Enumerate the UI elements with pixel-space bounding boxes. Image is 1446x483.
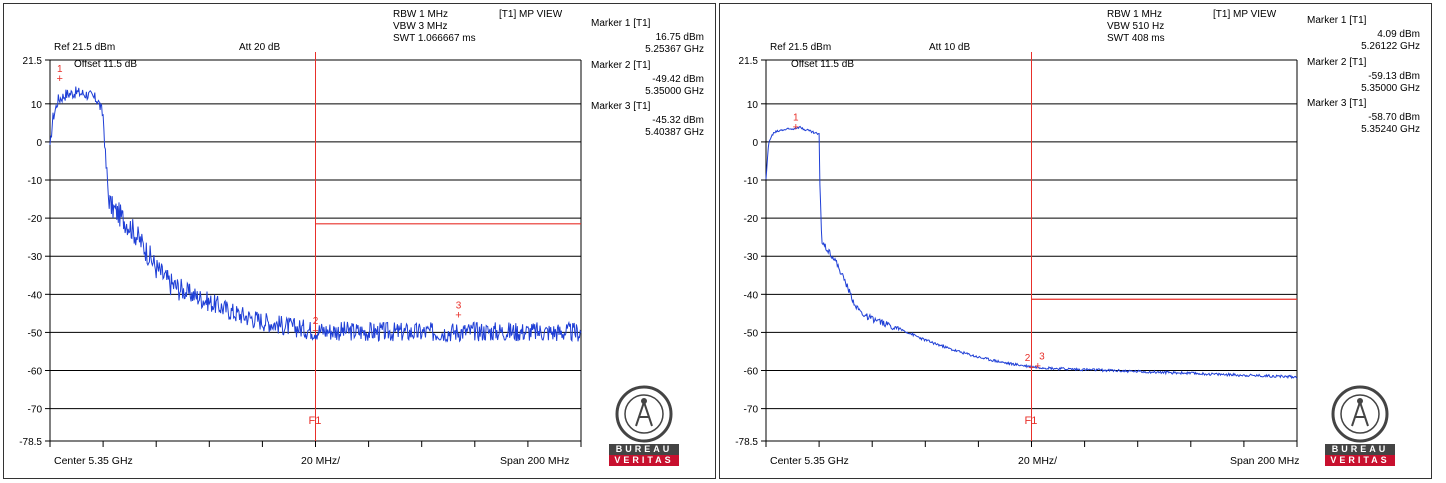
y-tick-label: 10	[31, 100, 43, 111]
marker-number: 3	[456, 301, 462, 312]
bureau-veritas-seal-icon	[615, 385, 673, 443]
marker-1-freq: 5.26122 GHz	[1361, 41, 1420, 52]
marker-3-level: -58.70 dBm	[1368, 112, 1420, 123]
swt-label: SWT 1.066667 ms	[393, 33, 476, 44]
logo-word-top: BUREAU	[609, 444, 679, 455]
marker-2-level: -59.13 dBm	[1368, 71, 1420, 82]
offset-label: Offset 11.5 dB	[74, 59, 138, 70]
f1-label: F1	[309, 415, 322, 427]
spectrum-trace	[765, 125, 1298, 380]
trace-mode-label: [T1] MP VIEW	[1213, 9, 1277, 20]
trace-mode-label: [T1] MP VIEW	[499, 9, 563, 20]
marker-3-title: Marker 3 [T1]	[1307, 98, 1367, 109]
marker-3-title: Marker 3 [T1]	[591, 101, 651, 112]
attenuation-label: Att 20 dB	[239, 42, 281, 53]
marker-3-level: -45.32 dBm	[652, 115, 704, 126]
logo-word-bottom: VERITAS	[1325, 455, 1395, 466]
marker-symbol: +	[312, 325, 318, 337]
offset-label: Offset 11.5 dB	[791, 59, 855, 70]
marker-number: 1	[57, 64, 63, 75]
y-tick-label: -78.5	[19, 437, 42, 448]
y-tick-label: 0	[36, 138, 42, 149]
y-tick-label: -30	[744, 252, 759, 263]
y-tick-label: -10	[28, 176, 43, 187]
marker-2-freq: 5.35000 GHz	[1361, 83, 1420, 94]
marker-symbol: +	[793, 121, 799, 133]
y-tick-label: -40	[744, 290, 759, 301]
marker-symbol: +	[1028, 362, 1034, 374]
bureau-veritas-logo: BUREAU VERITAS	[1325, 384, 1395, 466]
span-label: Span 200 MHz	[500, 455, 570, 467]
vbw-label: VBW 510 Hz	[1107, 21, 1165, 32]
spectrum-trace	[49, 86, 582, 343]
bureau-veritas-logo: BUREAU VERITAS	[609, 384, 679, 466]
logo-word-bottom: VERITAS	[609, 455, 679, 466]
marker-1-title: Marker 1 [T1]	[591, 18, 651, 29]
marker-3-freq: 5.40387 GHz	[645, 127, 704, 138]
y-tick-label: -70	[28, 405, 43, 416]
marker-symbol: +	[57, 73, 63, 85]
bureau-veritas-seal-icon	[1331, 385, 1389, 443]
center-frequency-label: Center 5.35 GHz	[770, 455, 849, 467]
division-label: 20 MHz/	[301, 455, 341, 467]
marker-symbol: +	[1035, 361, 1041, 373]
spectrum-plot-left: 21.5100-10-20-30-40-50-60-70-78.5F1+1+2+…	[19, 52, 582, 448]
y-tick-label: -50	[28, 328, 43, 339]
y-tick-label: -20	[28, 214, 43, 225]
division-label: 20 MHz/	[1018, 455, 1058, 467]
y-tick-label: -40	[28, 290, 43, 301]
marker-1-freq: 5.25367 GHz	[645, 44, 704, 55]
attenuation-label: Att 10 dB	[929, 42, 971, 53]
y-tick-label: -10	[744, 176, 759, 187]
marker-2-title: Marker 2 [T1]	[1307, 57, 1367, 68]
ref-level-label: Ref 21.5 dBm	[54, 42, 116, 53]
marker-1-title: Marker 1 [T1]	[1307, 15, 1367, 26]
marker-2-level: -49.42 dBm	[652, 74, 704, 85]
y-tick-label: -78.5	[735, 437, 758, 448]
marker-2-freq: 5.35000 GHz	[645, 86, 704, 97]
swt-label: SWT 408 ms	[1107, 33, 1165, 44]
span-label: Span 200 MHz	[1230, 455, 1300, 467]
y-tick-label: 0	[752, 138, 758, 149]
y-tick-label: 21.5	[739, 56, 759, 67]
marker-2-title: Marker 2 [T1]	[591, 60, 651, 71]
marker-number: 2	[313, 316, 319, 327]
spectrum-panel-right: 21.5 10 0 -10 -20 -30 -40 -50 -60 -70 -78.5 F1 +1 +2 +…	[719, 3, 1432, 479]
y-tick-label: -30	[28, 252, 43, 263]
rbw-label: RBW 1 MHz	[1107, 9, 1162, 20]
vbw-label: VBW 3 MHz	[393, 21, 448, 32]
y-tick-label: -70	[744, 405, 759, 416]
y-tick-label: -60	[744, 367, 759, 378]
marker-number: 2	[1025, 353, 1031, 364]
marker-1-level: 4.09 dBm	[1377, 29, 1420, 40]
ref-level-label: Ref 21.5 dBm	[770, 42, 832, 53]
y-tick-label: -60	[28, 367, 43, 378]
marker-symbol: +	[455, 310, 461, 322]
y-tick-label: 10	[747, 100, 759, 111]
rbw-label: RBW 1 MHz	[393, 9, 448, 20]
y-tick-label: 21.5	[23, 56, 43, 67]
spectrum-plot-right: 21.5100-10-20-30-40-50-60-70-78.5F1+1+2+…	[735, 52, 1298, 448]
marker-1-level: 16.75 dBm	[655, 32, 704, 43]
center-frequency-label: Center 5.35 GHz	[54, 455, 133, 467]
marker-number: 1	[793, 112, 799, 123]
spectrum-panel-left: 21.5 10 0 -10 -20 -30 -40 -50 -60 -70 -78.5 F1 +1 +2 +…	[3, 3, 716, 479]
f1-label: F1	[1025, 415, 1038, 427]
y-tick-label: -20	[744, 214, 759, 225]
logo-word-top: BUREAU	[1325, 444, 1395, 455]
marker-3-freq: 5.35240 GHz	[1361, 124, 1420, 135]
y-tick-label: -50	[744, 328, 759, 339]
marker-number: 3	[1039, 352, 1045, 363]
